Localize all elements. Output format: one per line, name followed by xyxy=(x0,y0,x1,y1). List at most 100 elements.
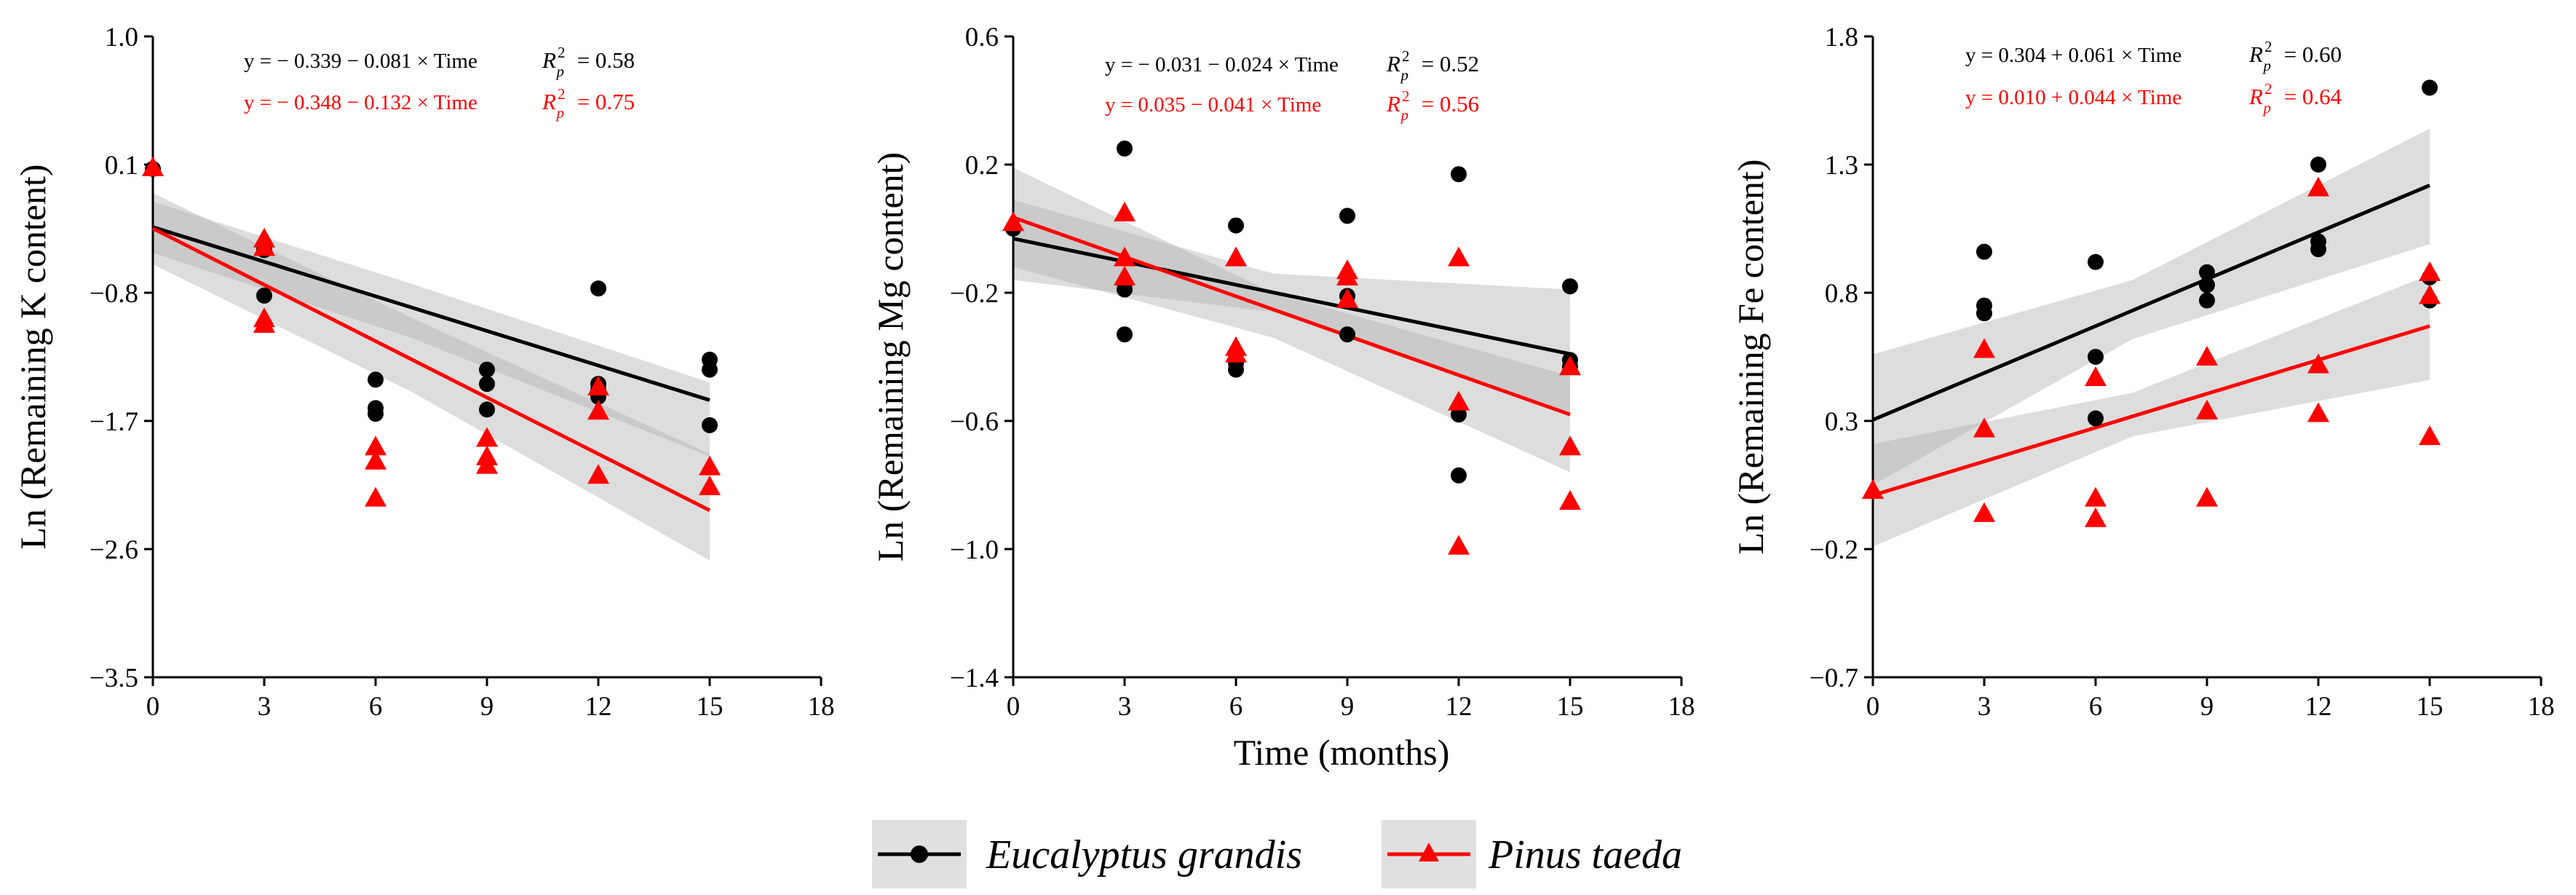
y-tick-label: −2.6 xyxy=(90,535,138,565)
data-point-pinus-taeda xyxy=(1973,417,1995,438)
fit-line-eucalyptus-grandis xyxy=(152,225,710,402)
x-tick-label: 3 xyxy=(1118,692,1132,722)
regression-equation-pinus-taeda: y = − 0.348 − 0.132 × Time xyxy=(244,91,477,114)
data-point-eucalyptus-grandis xyxy=(2199,264,2215,280)
data-point-pinus-taeda xyxy=(1448,246,1470,267)
regression-equation-eucalyptus-grandis: y = 0.304 + 0.061 × Time xyxy=(1965,44,2181,67)
r-squared-value: = 0.64 xyxy=(2278,84,2342,109)
data-point-pinus-taeda xyxy=(1225,342,1247,363)
y-axis-label: Ln (Remaining Mg content) xyxy=(870,152,911,561)
y-tick-label: 1.3 xyxy=(1825,151,1858,181)
r-squared-eucalyptus-grandis: R2 p = 0.58 xyxy=(542,44,635,80)
data-point-pinus-taeda xyxy=(1559,435,1581,456)
fit-line-eucalyptus-grandis xyxy=(1872,184,2430,422)
data-point-pinus-taeda xyxy=(2307,353,2329,374)
data-point-pinus-taeda xyxy=(365,486,387,507)
data-point-eucalyptus-grandis xyxy=(1451,406,1467,423)
data-point-eucalyptus-grandis xyxy=(1451,166,1467,183)
r-squared-subscript: p xyxy=(555,63,564,80)
data-point-pinus-taeda xyxy=(2085,486,2107,507)
x-tick-label: 0 xyxy=(1866,692,1880,722)
data-point-pinus-taeda xyxy=(1559,355,1581,376)
data-point-eucalyptus-grandis xyxy=(1562,278,1578,295)
data-point-eucalyptus-grandis xyxy=(702,417,718,433)
x-tick-label: 18 xyxy=(1668,692,1695,722)
x-tick-label: 15 xyxy=(2417,692,2444,722)
x-tick-label: 6 xyxy=(1229,692,1243,722)
r-squared-pinus-taeda: R2 p = 0.64 xyxy=(2248,80,2342,117)
x-tick-label: 3 xyxy=(258,692,272,722)
data-point-eucalyptus-grandis xyxy=(1117,326,1133,343)
data-point-pinus-taeda xyxy=(2196,486,2218,507)
data-point-pinus-taeda xyxy=(699,475,721,495)
data-point-pinus-taeda xyxy=(1448,390,1470,411)
r-squared-superscript: 2 xyxy=(1402,47,1410,65)
r-squared-value: = 0.52 xyxy=(1416,51,1479,76)
data-point-eucalyptus-grandis xyxy=(1228,361,1244,378)
legend-marker-eucalyptus xyxy=(911,845,928,863)
data-point-pinus-taeda xyxy=(587,400,609,420)
r-squared-subscript: p xyxy=(2262,57,2271,74)
x-tick-label: 12 xyxy=(2305,692,2332,722)
r-squared-pinus-taeda: R2 p = 0.75 xyxy=(542,85,635,122)
x-tick-label: 3 xyxy=(1978,692,1992,722)
y-tick-label: 0.6 xyxy=(965,23,999,52)
data-point-eucalyptus-grandis xyxy=(590,280,606,297)
fit-line-eucalyptus-grandis xyxy=(1012,237,1571,356)
x-tick-label: 15 xyxy=(697,692,724,722)
r-squared-superscript: 2 xyxy=(2264,80,2272,98)
r-squared-eucalyptus-grandis: R2 p = 0.60 xyxy=(2248,38,2342,74)
data-point-pinus-taeda xyxy=(587,464,609,484)
data-point-pinus-taeda xyxy=(253,313,275,334)
r-squared-value: = 0.56 xyxy=(1416,91,1479,117)
data-point-pinus-taeda xyxy=(2307,402,2329,422)
data-point-pinus-taeda xyxy=(1336,288,1358,308)
y-tick-label: 1.8 xyxy=(1825,23,1858,52)
data-point-pinus-taeda xyxy=(1114,246,1136,267)
data-point-eucalyptus-grandis xyxy=(1339,326,1355,343)
x-tick-label: 15 xyxy=(1557,692,1584,722)
y-tick-label: 0.3 xyxy=(1825,407,1858,437)
data-point-eucalyptus-grandis xyxy=(1976,297,1992,314)
r-squared-subscript: p xyxy=(1399,106,1408,124)
data-point-eucalyptus-grandis xyxy=(2310,157,2326,173)
data-point-eucalyptus-grandis xyxy=(2422,79,2438,96)
r-squared-superscript: 2 xyxy=(2264,38,2272,55)
y-tick-label: 1.0 xyxy=(105,23,138,52)
data-point-pinus-taeda xyxy=(587,376,609,396)
r-squared-superscript: 2 xyxy=(558,85,566,103)
data-point-eucalyptus-grandis xyxy=(479,376,495,393)
regression-equation-pinus-taeda: y = 0.035 − 0.041 × Time xyxy=(1105,93,1321,117)
data-point-eucalyptus-grandis xyxy=(1339,208,1355,224)
panel-potassium: 0 3 6 9 12 15 18 1.0 0.1 −0.8 −1.7 −2.6 −3.5 Ln (Rema… xyxy=(12,23,835,722)
regression-equation-pinus-taeda: y = 0.010 + 0.044 × Time xyxy=(1965,86,2181,109)
x-tick-label: 12 xyxy=(585,692,612,722)
x-tick-label: 9 xyxy=(2200,692,2214,722)
y-tick-label: −0.2 xyxy=(1810,535,1858,565)
x-tick-label: 6 xyxy=(2089,692,2103,722)
y-tick-label: −1.4 xyxy=(950,663,999,693)
data-point-pinus-taeda xyxy=(2196,399,2218,419)
y-tick-label: 0.8 xyxy=(1825,279,1858,309)
y-tick-label: −1.7 xyxy=(90,407,138,437)
data-point-pinus-taeda xyxy=(1862,479,1884,500)
r-squared-value: = 0.58 xyxy=(571,47,635,73)
data-point-pinus-taeda xyxy=(253,236,275,256)
data-point-pinus-taeda xyxy=(1448,535,1470,555)
data-point-pinus-taeda xyxy=(1973,502,1995,522)
data-point-pinus-taeda xyxy=(1114,266,1136,285)
data-point-eucalyptus-grandis xyxy=(1228,217,1244,234)
data-point-pinus-taeda xyxy=(1002,211,1024,232)
legend-label-pinus: Pinus taeda xyxy=(1488,832,1682,878)
regression-equation-eucalyptus-grandis: y = − 0.031 − 0.024 × Time xyxy=(1105,53,1339,76)
fit-line-pinus-taeda xyxy=(1872,324,2430,497)
data-point-eucalyptus-grandis xyxy=(479,401,495,418)
data-point-pinus-taeda xyxy=(2085,366,2107,387)
r-squared-subscript: p xyxy=(2262,99,2271,117)
x-tick-label: 9 xyxy=(1341,692,1355,722)
data-point-eucalyptus-grandis xyxy=(1976,243,1992,260)
data-point-eucalyptus-grandis xyxy=(1117,141,1133,157)
data-point-pinus-taeda xyxy=(2419,425,2441,446)
y-axis-label: Ln (Remaining Fe content) xyxy=(1730,159,1771,555)
